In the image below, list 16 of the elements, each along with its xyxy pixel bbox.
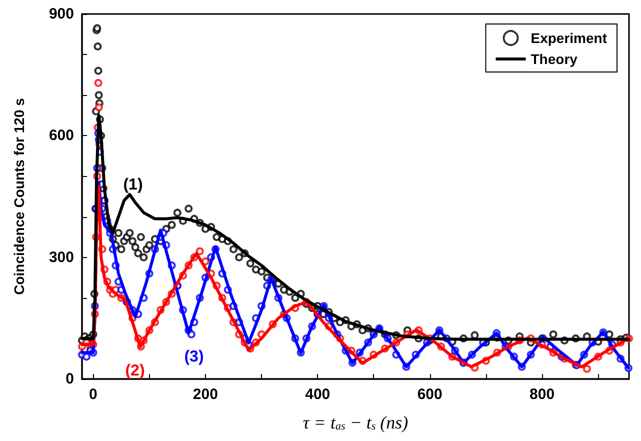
x-tick-label: 0 [89,386,98,403]
y-axis-title: Coincidence Counts for 120 s [11,98,27,295]
x-tick-label: 800 [530,386,555,403]
x-tick-label: 200 [192,386,218,403]
annotation: (2) [125,362,145,380]
y-tick-label: 0 [66,370,74,388]
y-tick-label: 300 [48,248,74,266]
legend-label: Theory [530,51,578,67]
annotation: (3) [184,348,204,366]
x-axis-title: τ = tas − ts (ns) [302,412,408,432]
x-tick-label: 600 [417,386,442,403]
legend-label: Experiment [530,30,608,46]
x-tick-label: 400 [305,386,330,403]
annotation: (1) [123,176,143,194]
y-tick-label: 600 [48,127,74,144]
y-tick-label: 900 [48,6,74,22]
